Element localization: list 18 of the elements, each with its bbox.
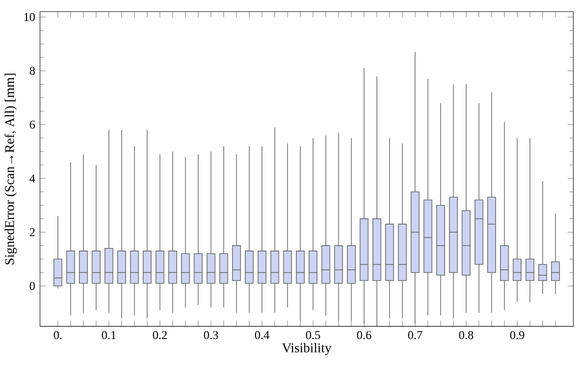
x-tick-label: 0.6 [357,331,372,340]
x-tick-label: 0.4 [254,331,270,340]
x-tick-label: 0.2 [152,331,167,340]
y-tick-label: 2 [30,228,35,236]
x-axis-title: Visibility [282,342,332,356]
y-tick-label: 10 [24,12,35,22]
x-tick-label: 0.7 [408,331,422,340]
y-tick-label: 8 [30,66,35,75]
x-tick-label: 0.1 [102,331,116,340]
x-tick-label: 0.9 [510,331,524,340]
x-tick-label: 0. [54,331,62,340]
y-tick-label: 6 [30,120,35,129]
y-axis-title: SignedError (Scan→Ref, All) [mm] [4,74,17,264]
x-tick-label: 0.8 [459,331,474,340]
x-tick-label: 0.5 [306,331,320,340]
y-tick-label: 4 [30,174,36,182]
x-tick-label: 0.3 [204,331,218,340]
y-tick-label: 0 [30,282,35,290]
